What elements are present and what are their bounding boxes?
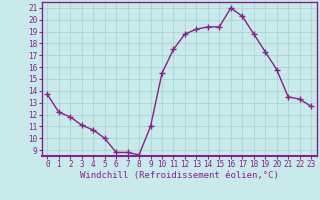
- X-axis label: Windchill (Refroidissement éolien,°C): Windchill (Refroidissement éolien,°C): [80, 171, 279, 180]
